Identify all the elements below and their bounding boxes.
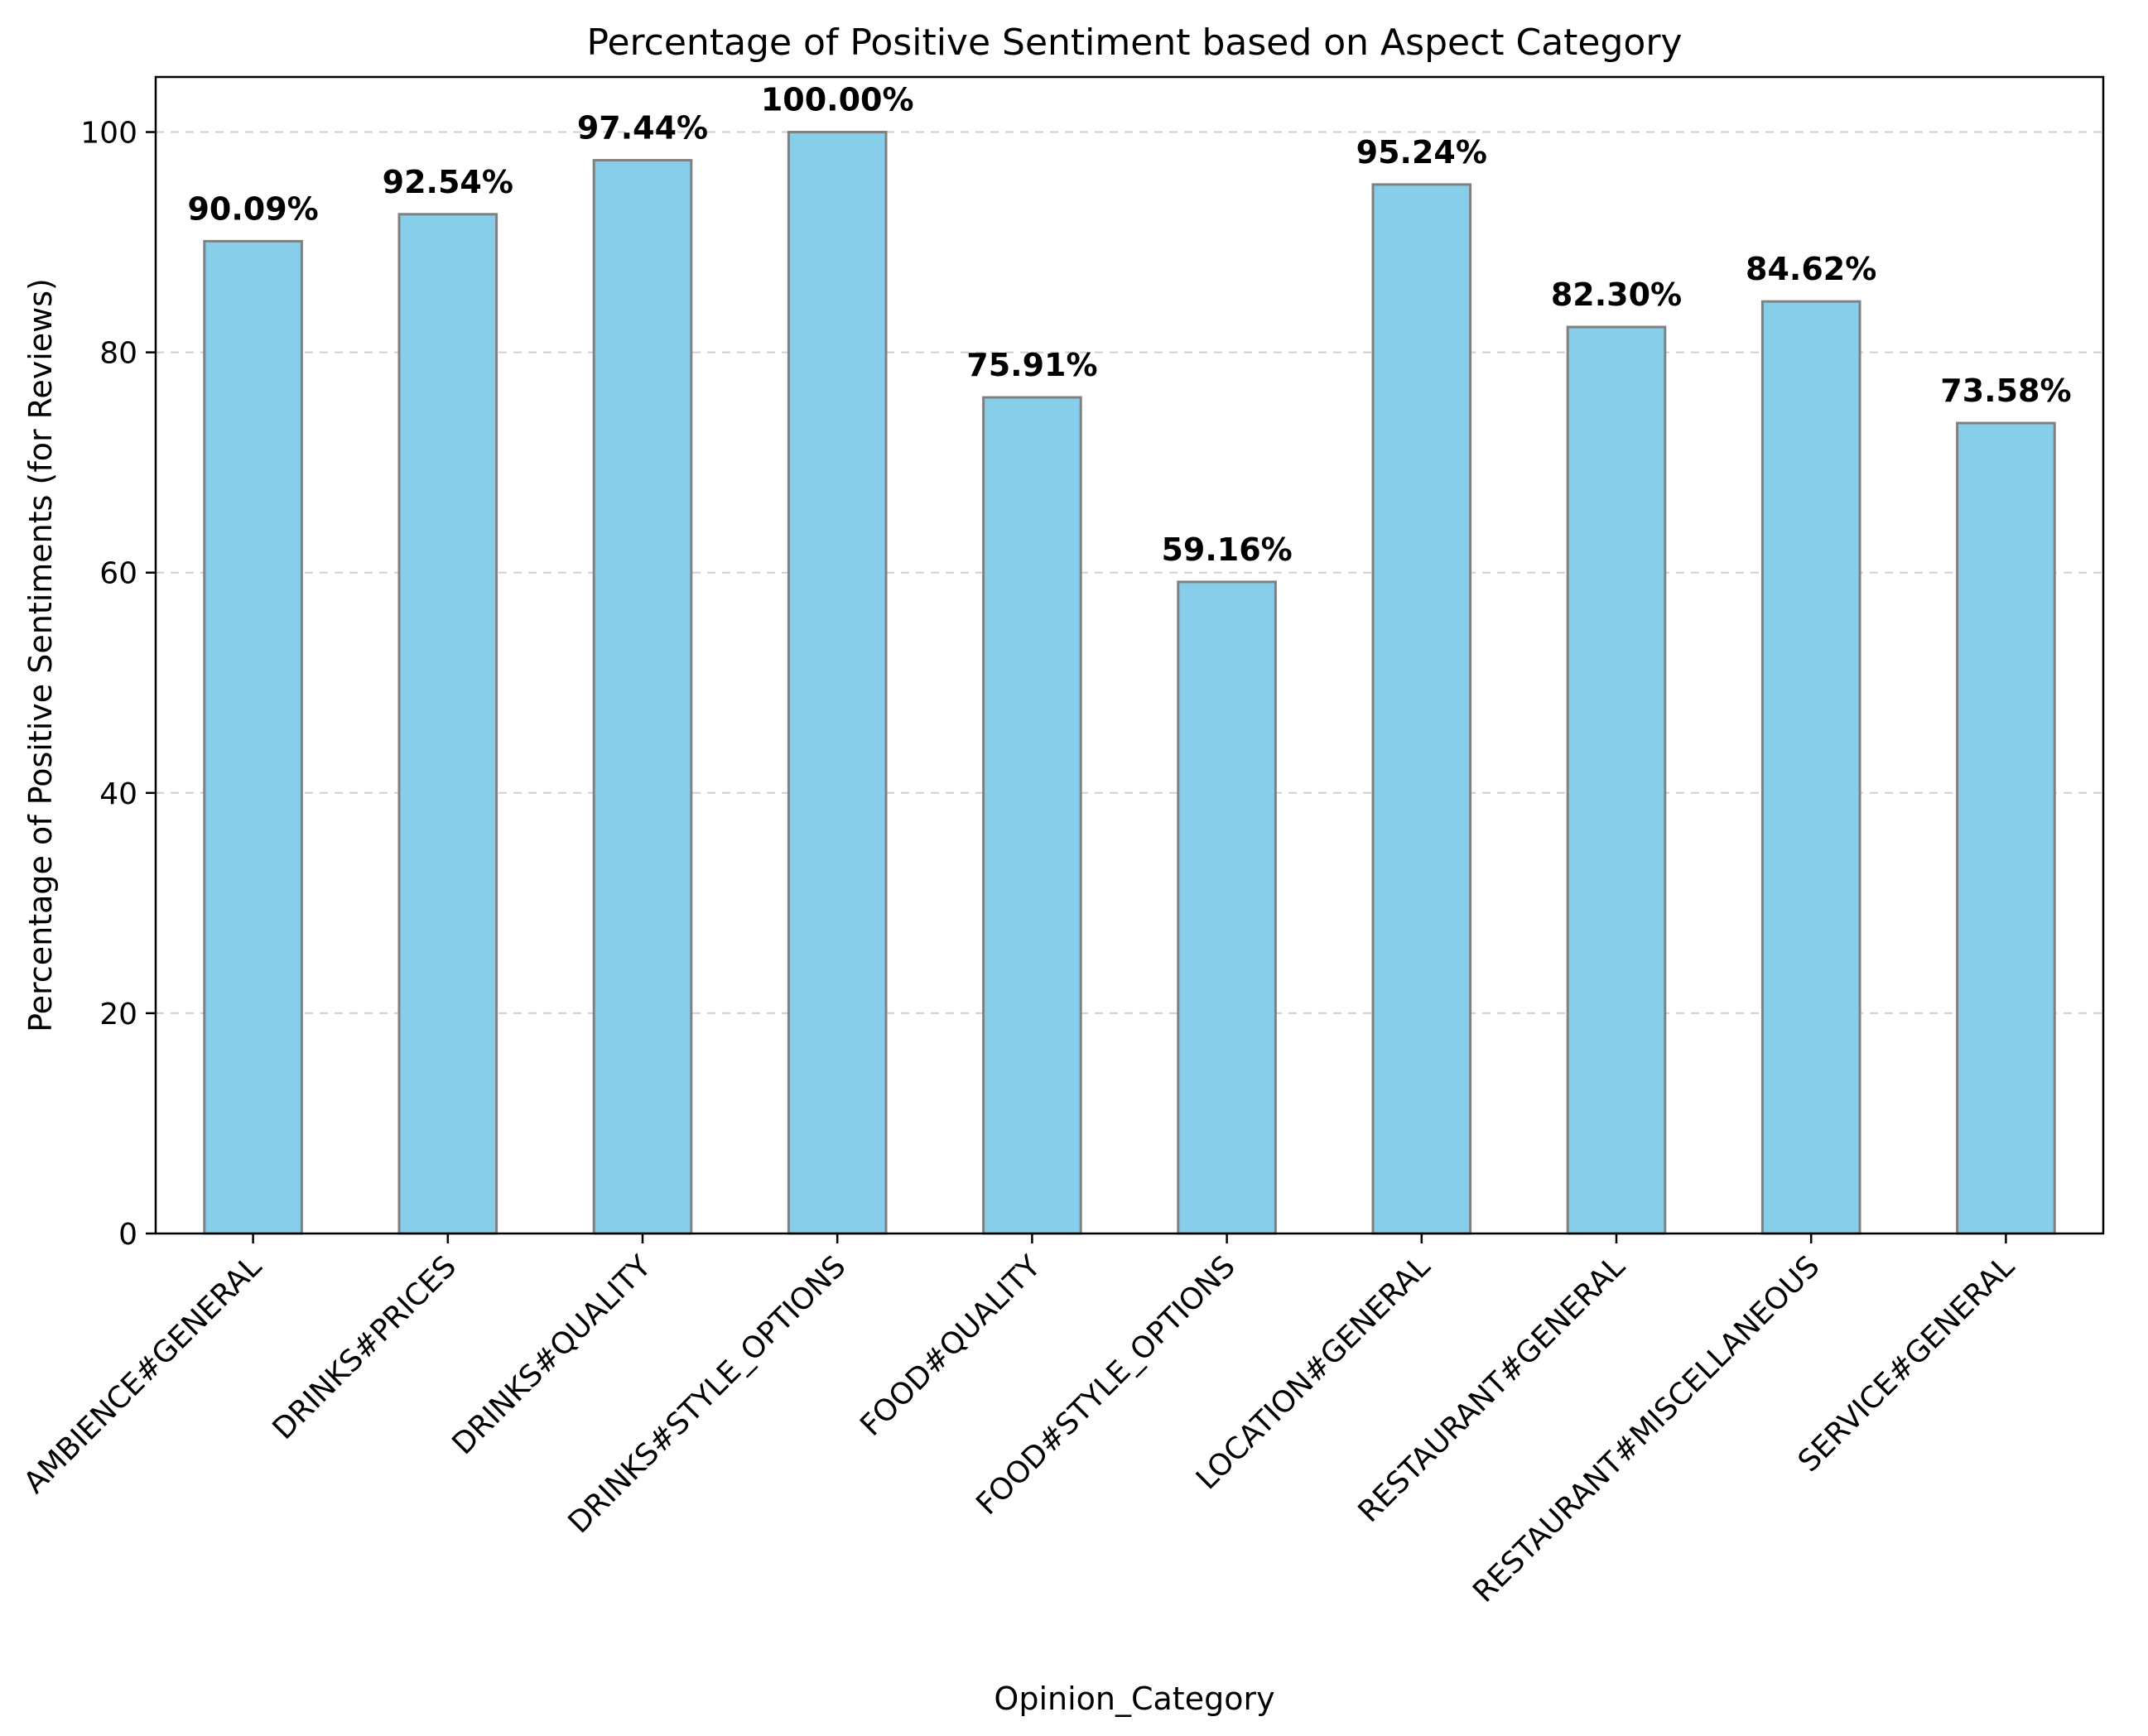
- data-label: 82.30%: [1551, 277, 1682, 313]
- bar: [397, 213, 498, 1235]
- data-label: 75.91%: [966, 347, 1097, 383]
- bar: [203, 239, 303, 1235]
- bar: [1956, 421, 2056, 1235]
- y-tick-label: 40: [99, 777, 137, 811]
- x-tick-label: AMBIENCE#GENERAL: [17, 1249, 268, 1500]
- x-axis-label: Opinion_Category: [994, 1681, 1274, 1717]
- x-tick-label: DRINKS#QUALITY: [445, 1249, 658, 1462]
- data-label: 92.54%: [383, 164, 513, 200]
- y-tick-label: 60: [99, 557, 137, 591]
- plot-frame: [154, 75, 2105, 1235]
- bars: [203, 131, 2056, 1235]
- y-tick-label: 100: [80, 117, 137, 151]
- bar: [787, 131, 888, 1235]
- bar: [592, 159, 693, 1235]
- bar: [1760, 300, 1861, 1235]
- y-tick-label: 0: [118, 1218, 137, 1252]
- chart-title: Percentage of Positive Sentiment based o…: [587, 22, 1683, 64]
- y-axis-label: Percentage of Positive Sentiments (for R…: [22, 278, 59, 1032]
- x-axis-ticks: AMBIENCE#GENERALDRINKS#PRICESDRINKS#QUAL…: [17, 1233, 2021, 1609]
- bar: [982, 396, 1082, 1235]
- data-label: 90.09%: [187, 190, 318, 227]
- data-label: 59.16%: [1161, 531, 1292, 568]
- data-label: 95.24%: [1356, 134, 1487, 171]
- x-tick-label: RESTAURANT#MISCELLANEOUS: [1467, 1249, 1826, 1609]
- data-label: 100.00%: [761, 82, 914, 118]
- x-tick-label: FOOD#QUALITY: [854, 1249, 1048, 1443]
- data-label: 84.62%: [1746, 251, 1876, 287]
- bar: [1371, 183, 1472, 1235]
- data-label: 73.58%: [1940, 373, 2071, 409]
- data-label: 97.44%: [577, 110, 708, 147]
- data-labels: 90.09% 92.54% 97.44% 100.00% 75.91% 59.16% 95.…: [187, 82, 2071, 568]
- x-tick-label: SERVICE#GENERAL: [1792, 1249, 2021, 1479]
- bar: [1177, 580, 1277, 1235]
- y-axis-ticks: 0 20 40 60 80 100: [80, 117, 156, 1252]
- y-tick-label: 80: [99, 337, 137, 371]
- y-tick-label: 20: [99, 998, 137, 1032]
- bar: [1566, 325, 1667, 1235]
- x-tick-label: DRINKS#PRICES: [267, 1249, 464, 1446]
